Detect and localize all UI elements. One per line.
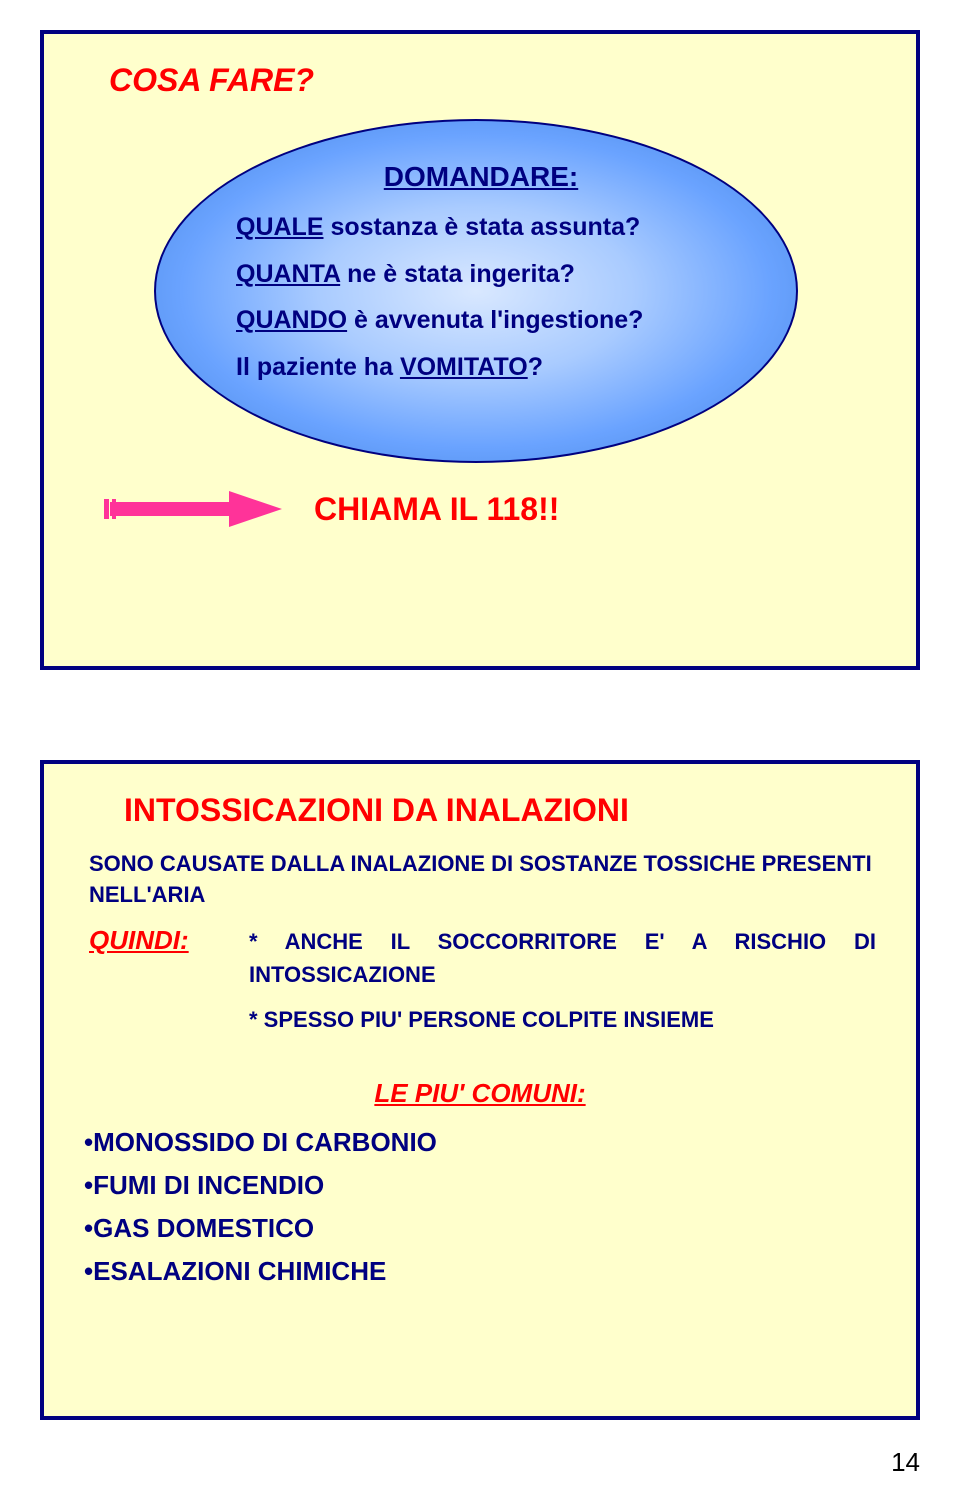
quindi-row: QUINDI: * ANCHE IL SOCCORRITORE E' A RIS… xyxy=(89,925,876,1048)
slide-2: INTOSSICAZIONI DA INALAZIONI SONO CAUSAT… xyxy=(40,760,920,1420)
quindi-point-2: * SPESSO PIU' PERSONE COLPITE INSIEME xyxy=(249,1003,876,1036)
q2-underline: QUANTA xyxy=(236,260,340,288)
q4-pre: Il paziente ha xyxy=(236,353,400,381)
q3-underline: QUANDO xyxy=(236,306,347,334)
bullet-2: •FUMI DI INCENDIO xyxy=(84,1170,876,1201)
slide2-subtitle: SONO CAUSATE DALLA INALAZIONE DI SOSTANZ… xyxy=(89,849,876,911)
question-1: QUALE sostanza è stata assunta? xyxy=(236,211,726,244)
q3-rest: è avvenuta l'ingestione? xyxy=(347,306,643,334)
slide-1: COSA FARE? DOMANDARE: QUALE sostanza è s… xyxy=(40,30,920,670)
quindi-points: * ANCHE IL SOCCORRITORE E' A RISCHIO DI … xyxy=(249,925,876,1048)
q2-rest: ne è stata ingerita? xyxy=(340,260,575,288)
q1-rest: sostanza è stata assunta? xyxy=(324,213,641,241)
question-4: Il paziente ha VOMITATO? xyxy=(236,351,726,384)
domandare-heading: DOMANDARE: xyxy=(236,161,726,193)
quindi-point-1: * ANCHE IL SOCCORRITORE E' A RISCHIO DI … xyxy=(249,925,876,991)
le-piu-comuni-heading: LE PIU' COMUNI: xyxy=(84,1078,876,1109)
quindi-label: QUINDI: xyxy=(89,925,249,956)
page: COSA FARE? DOMANDARE: QUALE sostanza è s… xyxy=(0,0,960,1490)
page-number: 14 xyxy=(891,1447,920,1478)
slide2-title: INTOSSICAZIONI DA INALAZIONI xyxy=(124,792,876,829)
bullet-3: •GAS DOMESTICO xyxy=(84,1213,876,1244)
call-118-text: CHIAMA IL 118!! xyxy=(314,491,559,528)
question-3: QUANDO è avvenuta l'ingestione? xyxy=(236,304,726,337)
ellipse-content: DOMANDARE: QUALE sostanza è stata assunt… xyxy=(236,161,726,397)
ellipse-container: DOMANDARE: QUALE sostanza è stata assunt… xyxy=(154,119,794,459)
call-row: CHIAMA IL 118!! xyxy=(104,489,876,529)
bullet-1: •MONOSSIDO DI CARBONIO xyxy=(84,1127,876,1158)
q4-post: ? xyxy=(528,353,543,381)
slide1-title: COSA FARE? xyxy=(109,62,876,99)
question-2: QUANTA ne è stata ingerita? xyxy=(236,258,726,291)
arrow-right-icon xyxy=(104,489,284,529)
ellipse-shape: DOMANDARE: QUALE sostanza è stata assunt… xyxy=(154,119,798,463)
q4-underline: VOMITATO xyxy=(400,353,528,381)
q1-underline: QUALE xyxy=(236,213,324,241)
bullet-4: •ESALAZIONI CHIMICHE xyxy=(84,1256,876,1287)
